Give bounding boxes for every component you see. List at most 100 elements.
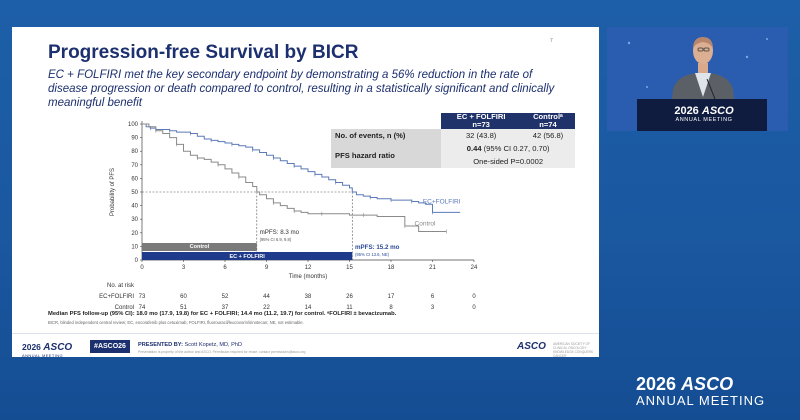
at-risk-row-label: EC+FOLFIRI xyxy=(99,294,134,300)
corner-logo-year: 2026 xyxy=(636,374,677,394)
slide-logo-sub: ANNUAL MEETING xyxy=(22,353,64,358)
ec-folfiri-curve xyxy=(142,123,461,213)
y-tick-label: 50 xyxy=(131,190,138,196)
events-control-value: 42 (56.8) xyxy=(521,129,575,142)
x-tick-label: 24 xyxy=(471,265,478,271)
slide-subtitle: EC + FOLFIRI met the key secondary endpo… xyxy=(48,69,555,109)
header-control-label: Controlᵃ xyxy=(533,112,563,121)
x-tick-label: 0 xyxy=(140,265,144,271)
hazard-ratio-label: PFS hazard ratio xyxy=(331,142,442,168)
header-control: Controlᵃ n=74 xyxy=(521,113,575,129)
slide-title: Progression-free Survival by BICR xyxy=(48,42,359,63)
at-risk-value: 6 xyxy=(431,294,435,300)
at-risk-value: 17 xyxy=(388,294,395,300)
events-row-label: No. of events, n (%) xyxy=(331,129,442,142)
at-risk-value: 44 xyxy=(263,294,270,300)
slide-logo-year: 2026 xyxy=(22,342,41,352)
header-blank-cell xyxy=(331,113,442,129)
ec-median-bar xyxy=(142,252,353,260)
hazard-ratio-number: 0.44 xyxy=(466,144,482,153)
ec-median-bar-label: EC + FOLFIRI xyxy=(229,254,265,260)
lectern-logo-sub: ANNUAL MEETING xyxy=(675,117,733,123)
ec-curve-label: EC+FOLFIRI xyxy=(423,199,461,206)
x-tick-label: 12 xyxy=(305,265,312,271)
events-row: No. of events, n (%) 32 (43.8) 42 (56.8) xyxy=(331,129,575,142)
lectern-logo-name: ASCO xyxy=(701,105,734,117)
footnote-median-followup: Median PFS follow-up (95% CI): 18.0 mo (… xyxy=(48,311,397,317)
slide-logo-name: ASCO xyxy=(43,342,73,353)
hazard-ratio-value: 0.44 (95% CI 0.27, 0.70) xyxy=(441,142,575,155)
header-ec-label: EC + FOLFIRI xyxy=(456,112,506,121)
at-risk-value: 14 xyxy=(305,305,312,311)
hazard-ratio-ci: (95% CI 0.27, 0.70) xyxy=(481,144,550,153)
y-tick-label: 30 xyxy=(131,217,138,223)
control-curve xyxy=(142,123,447,232)
backdrop-dot xyxy=(766,38,768,40)
slide-asco-logo: 2026 ASCO xyxy=(22,342,72,353)
footnote-abbreviations: BICR, blinded independent central review… xyxy=(48,320,304,325)
at-risk-value: 0 xyxy=(472,294,476,300)
events-ec-value: 32 (43.8) xyxy=(441,129,522,142)
speaker-glasses-left xyxy=(697,47,704,52)
x-tick-label: 3 xyxy=(182,265,186,271)
mpfs-ec-ci: (95% CI 13.6, NE) xyxy=(355,252,390,257)
lectern-logo-year: 2026 xyxy=(674,105,699,117)
control-median-bar xyxy=(142,243,257,251)
backdrop-dot xyxy=(646,86,648,88)
at-risk-value: 11 xyxy=(346,305,353,311)
corner-logo-sub: ANNUAL MEETING xyxy=(636,393,766,408)
at-risk-value: 3 xyxy=(431,305,435,311)
control-median-bar-label: Control xyxy=(190,244,210,250)
hashtag-badge: #ASCO26 xyxy=(90,340,130,353)
mpfs-control-label: mPFS: 8.3 mo xyxy=(260,229,300,236)
presented-by: PRESENTED BY: Scott Kopetz, MD, PhD xyxy=(138,342,242,348)
lectern xyxy=(637,99,767,131)
speaker-glasses-right xyxy=(703,47,710,52)
p-value: One-sided P=0.0002 xyxy=(441,155,575,168)
y-axis-title: Probability of PFS xyxy=(110,168,116,216)
y-tick-label: 100 xyxy=(128,122,139,128)
y-tick-label: 70 xyxy=(131,163,138,169)
x-tick-label: 9 xyxy=(265,265,269,271)
corner-asco-logo: 2026 ASCO ANNUAL MEETING xyxy=(636,374,765,408)
y-tick-label: 10 xyxy=(131,244,138,250)
x-tick-label: 21 xyxy=(429,265,436,271)
p-value-row: One-sided P=0.0002 xyxy=(331,155,575,168)
speaker-video-feed: 2026 ASCO ANNUAL MEETING xyxy=(607,27,788,131)
presenter-name: Scott Kopetz, MD, PhD xyxy=(184,342,243,348)
backdrop-dot xyxy=(745,55,749,59)
x-axis-title: Time (months) xyxy=(289,274,327,280)
y-tick-label: 60 xyxy=(131,176,138,182)
speaker-scene xyxy=(607,27,788,131)
at-risk-value: 0 xyxy=(472,305,476,311)
mpfs-ec-label: mPFS: 15.2 mo xyxy=(355,244,400,251)
speaker-hair xyxy=(693,37,713,49)
x-tick-label: 6 xyxy=(223,265,227,271)
corner-logo-title: 2026 ASCO xyxy=(636,374,765,395)
at-risk-row-label: Control xyxy=(115,305,134,311)
y-tick-label: 40 xyxy=(131,204,138,210)
y-tick-label: 20 xyxy=(131,231,138,237)
at-risk-value: 73 xyxy=(139,294,146,300)
backdrop-dot xyxy=(627,41,631,45)
at-risk-value: 22 xyxy=(263,305,270,311)
header-ec-n: n=73 xyxy=(472,120,490,129)
events-table-header: EC + FOLFIRI n=73 Controlᵃ n=74 xyxy=(331,113,575,129)
at-risk-value: 26 xyxy=(346,294,353,300)
at-risk-value: 60 xyxy=(180,294,187,300)
slide-footer: 2026 ASCO ANNUAL MEETING #ASCO26 PRESENT… xyxy=(12,333,599,358)
header-control-n: n=74 xyxy=(539,120,557,129)
asco-society-tagline: AMERICAN SOCIETY OF CLINICAL ONCOLOGY · … xyxy=(553,342,594,358)
at-risk-value: 51 xyxy=(180,305,187,311)
y-tick-label: 80 xyxy=(131,149,138,155)
y-tick-label: 0 xyxy=(135,258,139,264)
microphone xyxy=(706,78,716,100)
mpfs-control-ci: (95% CI 6.9, 9.8) xyxy=(260,237,292,242)
at-risk-value: 38 xyxy=(305,294,312,300)
at-risk-value: 74 xyxy=(139,305,146,311)
slide-page-marker: 7 xyxy=(550,38,553,44)
at-risk-value: 52 xyxy=(222,294,229,300)
asco-society-logo: ASCO xyxy=(517,341,546,352)
presented-by-label: PRESENTED BY: xyxy=(138,342,183,348)
